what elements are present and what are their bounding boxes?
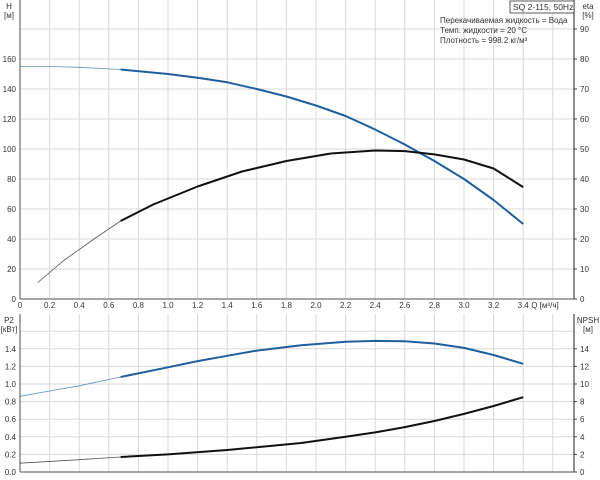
y-tick-label-right: 4 — [580, 433, 585, 442]
y-tick-label-left: 1.0 — [5, 380, 17, 389]
y-tick-label-left: 0.6 — [5, 415, 17, 424]
y-tick-label-right: 90 — [580, 25, 589, 34]
y-axis-label-left: P2 — [4, 316, 14, 325]
x-tick-label: 3.2 — [488, 301, 500, 310]
x-tick-label: 2.8 — [429, 301, 441, 310]
y-axis-label-left: H — [6, 2, 12, 11]
y-tick-label-right: 40 — [580, 175, 589, 184]
h-curve — [120, 68, 524, 225]
y-tick-label-right: 2 — [580, 450, 585, 459]
y-tick-label-left: 100 — [3, 145, 17, 154]
x-tick-label: 1.8 — [281, 301, 293, 310]
y-tick-label-left: 60 — [7, 205, 16, 214]
chart-title: SQ 2-115, 50Hz — [513, 2, 573, 12]
x-tick-label: 0.6 — [103, 301, 115, 310]
grid — [20, 0, 574, 472]
p2-curve-extended — [19, 376, 121, 397]
h-curve-extended — [20, 66, 121, 70]
eta-curve — [120, 149, 524, 222]
x-tick-label: 3.0 — [458, 301, 470, 310]
axes — [19, 0, 577, 473]
x-tick-label: 1.0 — [162, 301, 174, 310]
y-tick-label-right: 6 — [580, 415, 585, 424]
y-tick-label-right: 20 — [580, 235, 589, 244]
y-tick-label-left: 120 — [3, 115, 17, 124]
x-axis-label: Q [м³/ч] — [531, 301, 558, 310]
y-axis-unit-left: [кВт] — [1, 325, 18, 334]
y-tick-label-left: 140 — [3, 85, 17, 94]
info-density: Плотность = 998.2 кг/м³ — [440, 36, 528, 45]
y-tick-label-left: 1.4 — [5, 345, 17, 354]
legend-box: SQ 2-115, 50Hz — [509, 0, 575, 14]
fluid-info: Перекачиваемая жидкость = Вода Темп. жид… — [440, 16, 568, 45]
y-tick-label-right: 0 — [580, 295, 585, 304]
p2-curve — [120, 339, 524, 378]
y-tick-label-right: 0 — [580, 468, 585, 475]
y-tick-label-right: 60 — [580, 115, 589, 124]
y-tick-label-left: 0.0 — [5, 468, 17, 475]
eta-curve-extended — [37, 220, 121, 283]
x-tick-label: 2.0 — [310, 301, 322, 310]
y-tick-label-right: 10 — [580, 265, 589, 274]
curves — [19, 66, 524, 464]
y-axis-unit-left: [м] — [4, 11, 14, 20]
info-fluid: Перекачиваемая жидкость = Вода — [440, 16, 568, 25]
info-temp: Темп. жидкости = 20 °C — [440, 26, 527, 35]
y-axis-unit-right: [м] — [583, 325, 593, 334]
x-tick-label: 2.6 — [399, 301, 411, 310]
y-tick-label-left: 1.2 — [5, 362, 17, 371]
npsh-curve — [120, 396, 524, 458]
y-tick-label-left: 160 — [3, 55, 17, 64]
y-tick-label-right: 70 — [580, 85, 589, 94]
y-axis-label-right: NPSH — [577, 316, 599, 325]
y-tick-label-left: 0.8 — [5, 398, 17, 407]
y-tick-label-right: 14 — [580, 345, 589, 354]
y-tick-label-right: 50 — [580, 145, 589, 154]
y-tick-label-right: 30 — [580, 205, 589, 214]
x-tick-label: 0.2 — [44, 301, 56, 310]
y-tick-label-right: 80 — [580, 55, 589, 64]
y-tick-label-left: 80 — [7, 175, 16, 184]
x-tick-label: 0 — [18, 301, 23, 310]
y-tick-label-right: 10 — [580, 380, 589, 389]
x-tick-label: 3.4 — [518, 301, 530, 310]
x-tick-label: 1.6 — [251, 301, 263, 310]
x-tick-label: 1.2 — [192, 301, 204, 310]
x-tick-label: 2.2 — [340, 301, 352, 310]
y-tick-label-left: 0.4 — [5, 433, 17, 442]
y-tick-label-right: 8 — [580, 398, 585, 407]
y-axis-unit-right: [%] — [582, 11, 594, 20]
x-tick-label: 0.8 — [133, 301, 145, 310]
x-tick-label: 2.4 — [370, 301, 382, 310]
y-axis-label-right: eta — [582, 2, 594, 11]
y-tick-label-left: 0 — [12, 295, 17, 304]
npsh-curve-extended — [19, 456, 121, 464]
y-tick-label-right: 12 — [580, 362, 589, 371]
x-tick-label: 1.4 — [222, 301, 234, 310]
y-tick-label-left: 0.2 — [5, 450, 17, 459]
x-tick-label: 0.4 — [74, 301, 86, 310]
y-tick-label-left: 20 — [7, 265, 16, 274]
y-tick-label-left: 40 — [7, 235, 16, 244]
